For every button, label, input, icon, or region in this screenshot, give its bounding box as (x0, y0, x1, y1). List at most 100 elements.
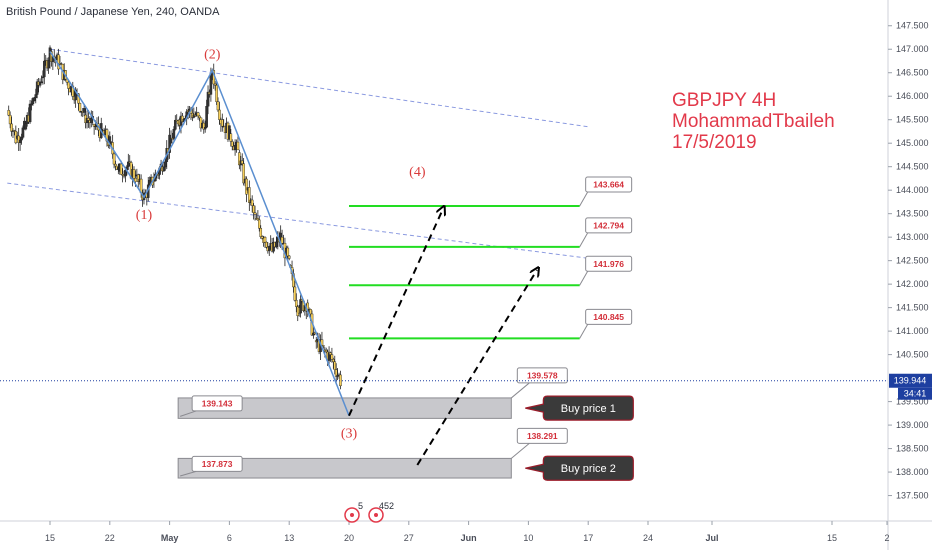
candle-body (280, 236, 284, 244)
candle-body (8, 114, 12, 125)
y-tick-label: 141.500 (896, 303, 929, 313)
candle-body (43, 60, 46, 78)
y-tick-label: 145.000 (896, 138, 929, 148)
watermark-line-3: 17/5/2019 (672, 132, 757, 153)
time-axis[interactable]: 15 22 May 6 13 20 27 Jun 10 17 24 Jul 15 2 (0, 520, 932, 543)
projection-arrow-2[interactable] (416, 270, 537, 466)
zone-low-callout-pointer (180, 470, 197, 477)
events-markers[interactable]: 5 452 (344, 501, 394, 523)
candle-body (40, 81, 43, 83)
buy-zones[interactable]: 139.143 139.578 Buy price 1 137.873 138.291 B… (177, 367, 634, 481)
elliott-wave-line[interactable] (49, 51, 350, 416)
y-tick-label: 138.000 (896, 467, 929, 477)
wave-label-1: (1) (136, 208, 153, 223)
buy-price-label-1[interactable] (525, 395, 634, 421)
channel-line-1[interactable] (49, 48, 589, 128)
candle-body (168, 134, 171, 153)
x-tick-label: 6 (227, 533, 232, 543)
channel-lines[interactable] (7, 48, 589, 259)
candle-body (299, 299, 302, 314)
zone-low-callout[interactable] (191, 455, 243, 472)
y-tick-label: 137.500 (896, 491, 929, 501)
candle-body (47, 60, 50, 69)
candle-body (67, 81, 70, 89)
x-tick-label: 15 (45, 533, 55, 543)
candle-body (259, 228, 263, 237)
candle-body (256, 218, 260, 221)
zone-low-callout[interactable] (191, 395, 243, 412)
current-price-tag[interactable] (889, 373, 932, 388)
buy-price-label-2[interactable] (525, 455, 634, 481)
candle-body (250, 199, 254, 206)
y-tick-label: 138.500 (896, 444, 929, 454)
x-tick-label: 27 (404, 533, 414, 543)
buy-zone-2[interactable] (177, 457, 512, 479)
y-tick-label: 144.000 (896, 185, 929, 195)
candle-body (33, 97, 36, 102)
events-count: 5 (358, 501, 363, 511)
candle-body (330, 354, 334, 360)
target-callout-pointer (579, 271, 589, 286)
x-tick-label: 22 (105, 533, 115, 543)
candle-body (293, 286, 297, 301)
candle-body (230, 141, 234, 147)
chart-watermark: GBPJPY 4H MohammadTbaileh 17/5/2019 (672, 90, 835, 153)
target-callout[interactable] (585, 255, 633, 272)
zone-high-callout[interactable] (516, 427, 568, 444)
target-lines[interactable]: 143.664 142.794 141.976 140.845 (349, 176, 633, 340)
zone-low-label: 137.873 (202, 459, 233, 469)
candle-body (253, 212, 257, 215)
y-tick-label: 141.000 (896, 326, 929, 336)
countdown-tag[interactable] (898, 387, 932, 400)
y-tick-label: 139.500 (896, 397, 929, 407)
zone-high-callout[interactable] (516, 367, 568, 384)
countdown-value: 34:41 (904, 389, 927, 399)
target-callout[interactable] (585, 308, 633, 325)
candle-body (148, 180, 151, 186)
candle-body (245, 178, 248, 195)
candle-body (309, 309, 312, 315)
y-tick-label: 147.000 (896, 44, 929, 54)
y-tick-label: 142.000 (896, 279, 929, 289)
x-tick-label: 20 (344, 533, 354, 543)
y-tick-label: 143.500 (896, 209, 929, 219)
candle-body (233, 145, 237, 151)
candle-body (162, 166, 166, 172)
target-callout[interactable] (585, 217, 633, 234)
x-tick-label: 2 (884, 533, 889, 543)
candle-body (28, 103, 32, 123)
candle-body (38, 81, 42, 86)
chart-title: British Pound / Japanese Yen, 240, OANDA (6, 6, 220, 18)
candle-body (20, 137, 23, 141)
target-label: 142.794 (593, 220, 624, 230)
candle-body (332, 359, 335, 362)
candle-body (265, 241, 268, 248)
x-tick-label: May (161, 533, 179, 543)
candle-body (169, 137, 173, 144)
candle-body (216, 101, 220, 111)
projection-arrows[interactable] (348, 209, 537, 466)
y-tick-label: 146.500 (896, 68, 929, 78)
candle-body (119, 163, 123, 175)
candle-body (112, 153, 116, 165)
candle-body (267, 246, 271, 252)
candle-body (203, 127, 207, 130)
wave-path[interactable] (49, 51, 350, 416)
x-tick-label: 10 (523, 533, 533, 543)
candle-body (229, 133, 233, 142)
projection-arrow-1[interactable] (348, 209, 443, 417)
watermark-line-1: GBPJPY 4H (672, 90, 777, 111)
wave-label-4: (4) (409, 165, 426, 180)
zone-high-label: 138.291 (527, 431, 558, 441)
target-callout[interactable] (585, 176, 633, 193)
candle-body (258, 219, 261, 229)
candle-body (218, 109, 221, 120)
buy-zone-1[interactable] (177, 397, 512, 419)
y-tick-label: 144.500 (896, 162, 929, 172)
candle-body (198, 115, 201, 119)
x-tick-label: Jul (705, 533, 718, 543)
candle-body (295, 299, 298, 307)
event-marker-dot (374, 513, 378, 517)
